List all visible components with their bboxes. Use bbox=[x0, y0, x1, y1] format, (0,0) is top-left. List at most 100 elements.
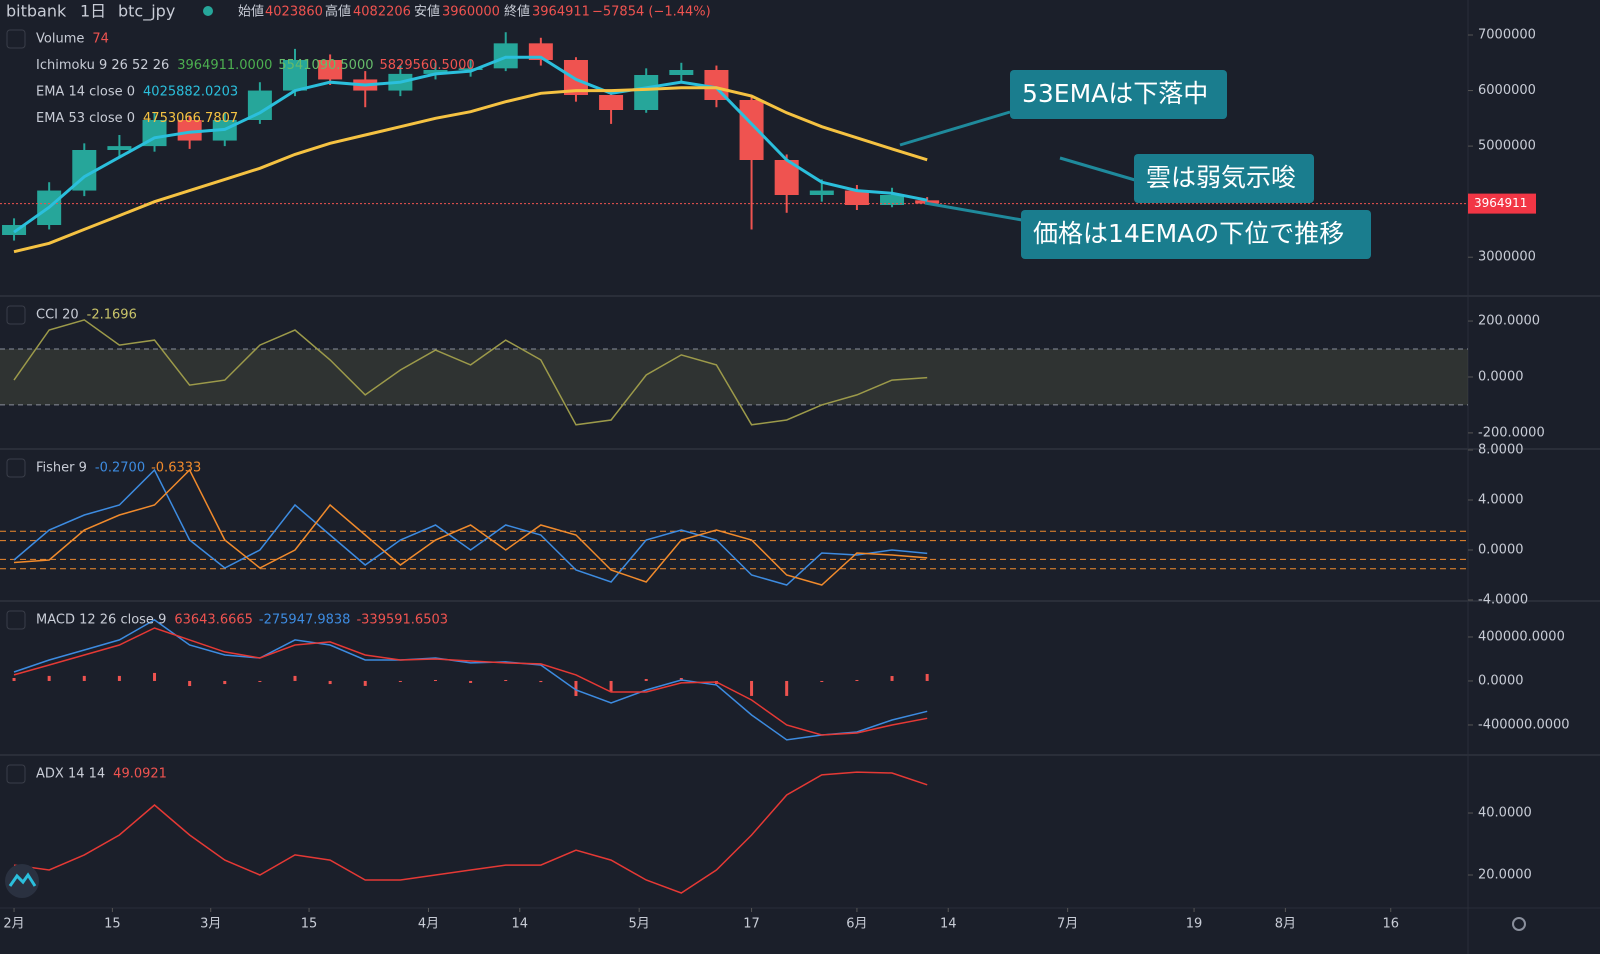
x-tick-label: 16 bbox=[1382, 917, 1399, 932]
x-tick-label: 14 bbox=[511, 917, 528, 932]
histogram-bar bbox=[258, 680, 262, 682]
y-tick-label: 20.0000 bbox=[1478, 867, 1532, 882]
band-fill bbox=[0, 349, 1468, 405]
legend-name: CCI 20 bbox=[36, 308, 79, 323]
y-tick-label: 0.0000 bbox=[1478, 369, 1524, 384]
histogram-bar bbox=[82, 675, 86, 681]
callout-box bbox=[1134, 154, 1314, 203]
y-tick-label: 8.0000 bbox=[1478, 443, 1524, 458]
callout-box bbox=[1021, 210, 1371, 259]
legend-value: 3964911.0000 bbox=[177, 58, 272, 73]
collapse-button[interactable] bbox=[6, 610, 26, 630]
candle-body bbox=[809, 190, 834, 195]
collapse-button[interactable] bbox=[6, 458, 26, 478]
histogram-bar bbox=[293, 675, 297, 681]
open-value: 4023860 bbox=[265, 5, 323, 20]
candle-body bbox=[177, 120, 202, 141]
histogram-bar bbox=[855, 679, 859, 681]
candle-body bbox=[844, 190, 869, 205]
histogram-bar bbox=[47, 675, 51, 681]
x-tick-label: 7月 bbox=[1057, 917, 1078, 932]
histogram-bar bbox=[328, 680, 332, 685]
legend-name: Volume bbox=[36, 32, 84, 47]
collapse-button[interactable] bbox=[6, 29, 26, 49]
series-line bbox=[13, 55, 928, 234]
histogram-bar bbox=[433, 679, 437, 681]
legend-value: 5541090.5000 bbox=[278, 58, 373, 73]
candle-body bbox=[458, 68, 483, 70]
y-tick-label: 40.0000 bbox=[1478, 806, 1532, 821]
interval: 1日 bbox=[80, 2, 106, 21]
y-tick-label: -200.0000 bbox=[1478, 425, 1545, 440]
legend-name: EMA 14 close 0 bbox=[36, 85, 135, 100]
collapse-button[interactable] bbox=[6, 764, 26, 784]
collapse-button[interactable] bbox=[6, 305, 26, 325]
histogram-bar bbox=[223, 680, 227, 685]
y-tick-label: 0.0000 bbox=[1478, 543, 1524, 558]
histogram-bar bbox=[188, 680, 192, 687]
histogram-bar bbox=[574, 680, 578, 697]
y-tick-label: -400000.0000 bbox=[1478, 717, 1570, 732]
x-tick-label: 19 bbox=[1186, 917, 1203, 932]
x-tick-label: 8月 bbox=[1275, 917, 1296, 932]
callout-box bbox=[1010, 70, 1227, 119]
legend-value: 74 bbox=[92, 32, 109, 47]
high-label: 高値 bbox=[325, 4, 351, 20]
histogram-bar bbox=[785, 680, 789, 696]
high-value: 4082206 bbox=[353, 5, 411, 20]
x-tick-label: 15 bbox=[301, 917, 318, 932]
legend-value: 4025882.0203 bbox=[143, 85, 238, 100]
y-tick-label: 200.0000 bbox=[1478, 314, 1540, 329]
symbol: btc_jpy bbox=[118, 2, 175, 22]
settings-icon[interactable] bbox=[1512, 917, 1526, 931]
x-tick-label: 15 bbox=[104, 917, 121, 932]
y-tick-label: 3000000 bbox=[1478, 250, 1536, 265]
annotation: 価格は14EMAの下位で推移 bbox=[1033, 219, 1344, 248]
legend-value: -2.1696 bbox=[87, 308, 137, 323]
y-tick-label: 7000000 bbox=[1478, 28, 1536, 43]
close-value: 3964911 bbox=[532, 5, 590, 20]
candle-body bbox=[739, 100, 764, 160]
x-tick-label: 4月 bbox=[418, 917, 439, 932]
candle-body bbox=[283, 60, 308, 91]
series-line bbox=[13, 468, 928, 586]
histogram-bar bbox=[890, 676, 894, 681]
callout-pointer bbox=[1059, 156, 1136, 182]
last-price-box bbox=[1468, 193, 1536, 214]
annotation: 雲は弱気示唆 bbox=[1146, 163, 1296, 192]
candle-body bbox=[599, 95, 624, 110]
legend-value: -275947.9838 bbox=[259, 613, 351, 628]
callout-pointer bbox=[924, 201, 1023, 222]
legend-name: Fisher 9 bbox=[36, 461, 87, 476]
histogram-bar bbox=[820, 680, 824, 682]
histogram-bar bbox=[12, 678, 16, 681]
annotation: 53EMAは下落中 bbox=[1022, 79, 1208, 108]
change: −57854 (−1.44%) bbox=[592, 5, 711, 20]
histogram-bar bbox=[644, 678, 648, 681]
x-tick-label: 2月 bbox=[3, 917, 24, 932]
logo-mark bbox=[8, 872, 37, 887]
legend-value: 49.0921 bbox=[113, 767, 167, 782]
candle-body bbox=[634, 75, 659, 110]
exchange: bitbank bbox=[6, 2, 67, 21]
candle-body bbox=[107, 146, 132, 150]
last-price-label: 3964911 bbox=[1474, 196, 1527, 210]
candle-body bbox=[669, 70, 694, 75]
legend-value: 4753066.7807 bbox=[143, 111, 238, 126]
x-tick-label: 5月 bbox=[629, 917, 650, 932]
legend-value: -0.2700 bbox=[95, 461, 145, 476]
histogram-bar bbox=[609, 680, 613, 692]
x-tick-label: 17 bbox=[743, 917, 760, 932]
x-tick-label: 3月 bbox=[200, 917, 221, 932]
y-tick-label: -4.0000 bbox=[1478, 593, 1528, 608]
header: bitbank 1日 btc_jpy 始値 4023860 高値 4082206… bbox=[6, 2, 711, 22]
candle-body bbox=[423, 70, 448, 74]
candle-body bbox=[318, 60, 343, 80]
histogram-bar bbox=[504, 679, 508, 681]
histogram-bar bbox=[925, 673, 929, 681]
callout-pointer bbox=[899, 110, 1011, 147]
histogram-bar bbox=[469, 680, 473, 683]
